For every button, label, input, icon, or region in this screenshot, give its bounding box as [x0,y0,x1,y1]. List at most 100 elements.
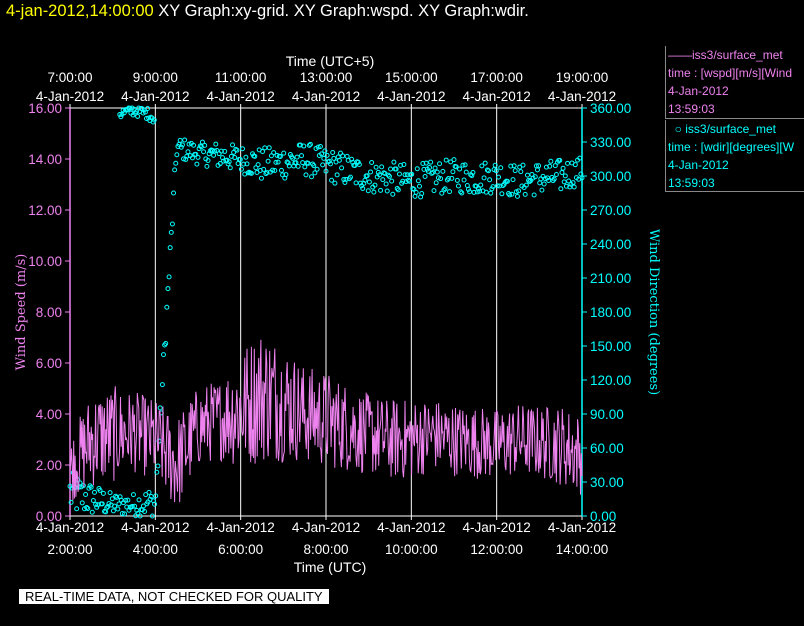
wdir-point [356,162,362,168]
wdir-point [360,186,366,192]
wdir-point [179,142,185,148]
wdir-point [271,150,277,156]
wdir-point [212,148,218,154]
x-tick-label-time: 14:00:00 [556,542,609,557]
y-left-tick-label: 4.00 [36,407,62,422]
y-right-tick-label: 30.00 [590,475,624,490]
wdir-point [435,175,441,181]
wdir-point [486,168,492,174]
wdir-point [570,180,576,186]
wdir-point [577,155,583,161]
wdir-point [272,168,278,174]
wdir-point [388,166,394,172]
legend-wdir-variable: time : [wdir][degrees][W [668,140,795,154]
wdir-point [340,153,346,159]
wdir-point [341,177,347,183]
wdir-point [516,188,522,194]
wdir-point [309,174,315,180]
wdir-point [395,187,401,193]
wdir-point [524,172,530,178]
y-right-tick-label: 360.00 [590,101,631,116]
wdir-point [453,164,459,170]
wdir-point [419,191,425,197]
wdir-point [450,169,456,175]
wdir-point [265,158,271,164]
wdir-point [97,487,103,493]
wdir-point [321,155,327,161]
wdir-point [500,183,506,189]
wdir-point [460,162,466,168]
wdir-point [240,146,246,152]
wdir-point [79,500,85,506]
wdir-point [237,157,243,163]
wdir-point [438,176,444,182]
wdir-point [90,498,96,504]
x-top-tick-label-date: 4-Jan-2012 [377,89,445,104]
x-tick-label-time: 10:00:00 [385,542,438,557]
wdir-point [366,179,372,185]
wdir-point [499,191,505,197]
wdir-point [110,508,116,514]
x-tick-label-time: 6:00:00 [218,542,263,557]
wdir-point [214,147,220,153]
wdir-point [415,178,421,184]
wdir-point [243,154,249,160]
wdir-point [255,162,261,168]
wdir-point [244,161,250,167]
wdir-point [305,160,311,166]
quality-note: REAL-TIME DATA, NOT CHECKED FOR QUALITY [19,589,329,604]
wdir-point [277,153,283,159]
wdir-point [322,148,328,154]
wdir-point [80,483,86,489]
wdir-point [83,492,89,498]
wdir-point [191,142,197,148]
wdir-point [430,169,436,175]
wdir-point [234,147,240,153]
header-graph-list: XY Graph:xy-grid. XY Graph:wspd. XY Grap… [158,2,529,20]
wdir-point [320,162,326,168]
wdir-point [206,151,212,157]
wdir-point [213,141,219,147]
wdir-point [509,191,515,197]
wdir-point [536,163,542,169]
wdir-point [314,166,320,172]
wdir-point [534,167,540,173]
wdir-point [153,493,159,499]
y-left-tick-label: 14.00 [28,152,62,167]
wdir-point [343,176,349,182]
wdir-point [537,180,543,186]
y-left-tick-label: 2.00 [36,458,62,473]
wdir-point [558,186,564,192]
wdir-point [414,166,420,172]
wdir-point [458,189,464,195]
wdir-point [120,107,126,113]
wdir-point [91,489,97,495]
wdir-point [349,156,355,162]
wdir-point [74,506,80,512]
wdir-point [561,179,567,185]
wdir-point [572,162,578,168]
x-top-tick-label-date: 4-Jan-2012 [121,89,189,104]
wdir-point [448,159,454,165]
wdir-point [84,504,90,510]
wdir-point [168,229,174,235]
wdir-point [547,163,553,169]
wdir-point [423,160,429,166]
wdir-point [145,106,151,112]
wdir-point [154,469,160,475]
wdir-point [123,497,129,503]
x-tick-label-date: 4-Jan-2012 [548,520,616,535]
wdir-point [353,180,359,186]
wdir-point [539,187,545,193]
wdir-point [493,168,499,174]
wdir-point [166,274,172,280]
wdir-point [126,507,132,513]
wdir-point [443,157,449,163]
wdir-point [369,160,375,166]
wdir-point [326,158,332,164]
wdir-point [437,161,443,167]
wdir-point [88,484,94,490]
wdir-point [391,159,397,165]
legend-wspd-date: 4-Jan-2012 [668,84,729,98]
wdir-point [115,506,121,512]
